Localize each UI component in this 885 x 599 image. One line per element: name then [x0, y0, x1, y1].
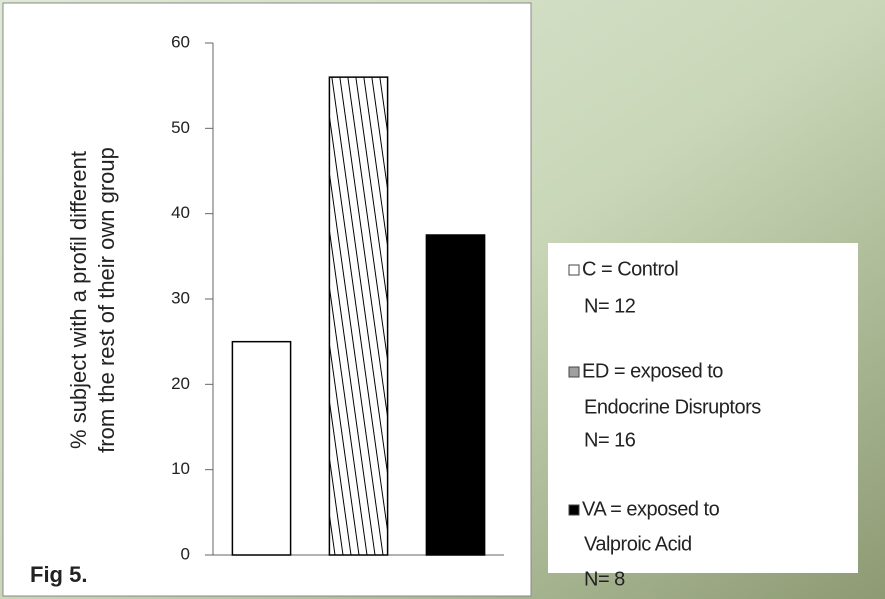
y-tick-label: 40: [171, 203, 190, 222]
legend-text: VA = exposed to: [582, 498, 720, 520]
y-tick-label: 30: [171, 288, 190, 307]
annotation: Fig 5.: [30, 562, 87, 587]
legend-text: C = Control: [582, 258, 678, 280]
legend-box: [548, 243, 858, 573]
legend-text: Endocrine Disruptors: [584, 396, 761, 418]
legend-text: N= 16: [584, 429, 636, 451]
y-tick-label: 50: [171, 118, 190, 137]
bar: [425, 234, 486, 556]
legend-text: Valproic Acid: [584, 533, 692, 555]
legend-text: ED = exposed to: [582, 360, 723, 382]
legend-marker: [568, 264, 580, 276]
bar: [328, 76, 389, 556]
legend-text: N= 8: [584, 568, 625, 590]
y-tick-label: 60: [171, 32, 190, 51]
y-tick-label: 0: [181, 544, 190, 563]
legend-marker: [568, 504, 580, 516]
y-tick-label: 20: [171, 374, 190, 393]
y-tick-label: 10: [171, 459, 190, 478]
y-axis-label: from the rest of their own group: [94, 147, 119, 453]
legend-marker: [568, 366, 580, 378]
legend-text: N= 12: [584, 295, 636, 317]
bar: [231, 340, 292, 556]
y-axis-label: % subject with a profil different: [66, 151, 91, 449]
